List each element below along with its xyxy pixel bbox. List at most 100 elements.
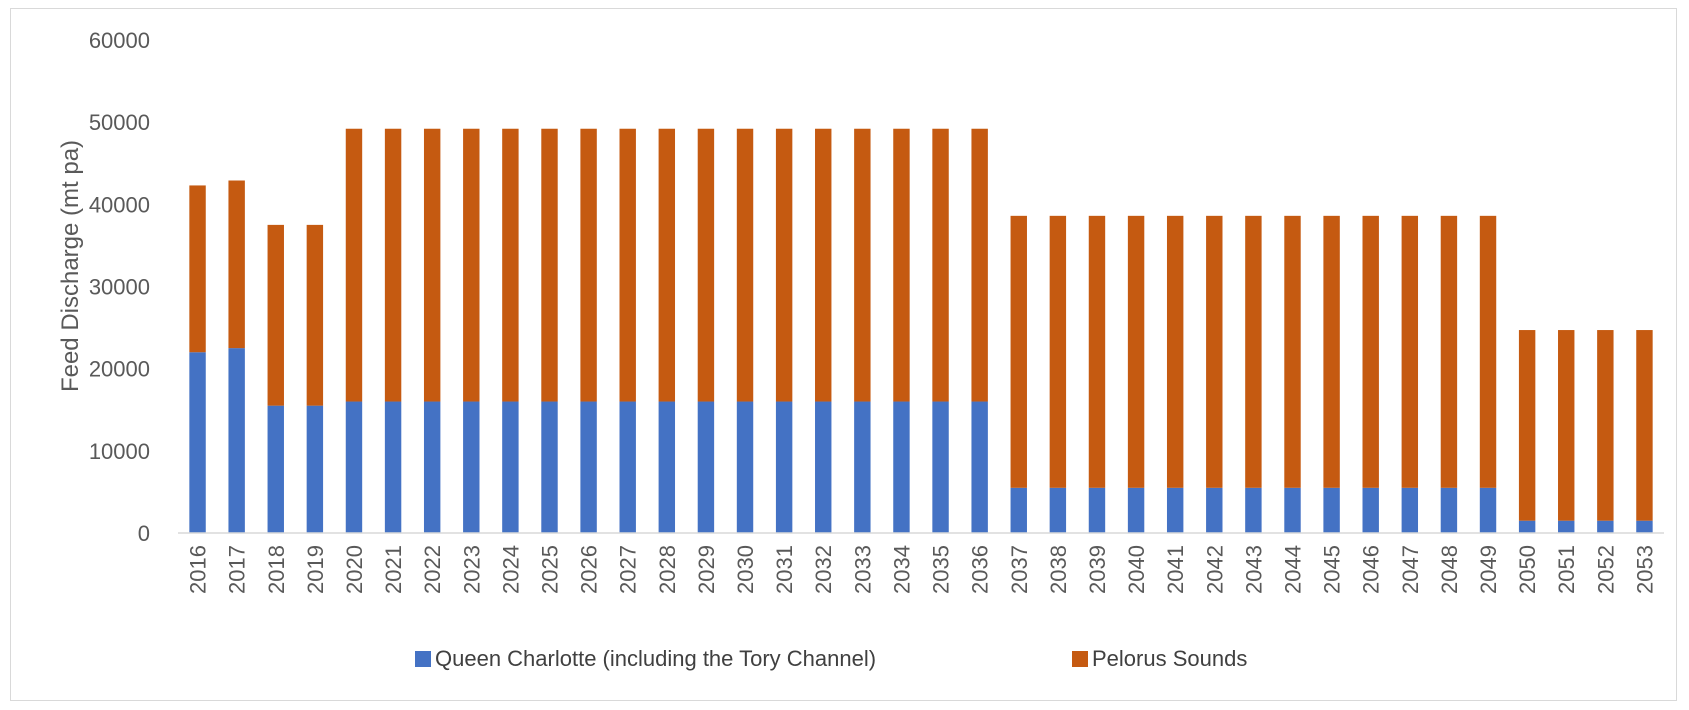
bar-queen-charlotte-2032	[815, 401, 832, 533]
x-tick-label: 2029	[694, 545, 719, 594]
y-tick-label: 60000	[89, 28, 150, 53]
bar-queen-charlotte-2029	[697, 401, 715, 533]
bar-queen-charlotte-2017	[228, 348, 245, 534]
y-axis-title-group: Feed Discharge (mt pa)	[57, 140, 84, 392]
chart-frame	[10, 8, 1677, 701]
legend-swatch	[415, 651, 431, 667]
bar-pelorus-sounds-2018	[267, 224, 284, 406]
bar-queen-charlotte-2041	[1166, 487, 1184, 533]
bar-queen-charlotte-2050	[1518, 520, 1536, 533]
bar-queen-charlotte-2026	[580, 401, 597, 533]
x-tick-label: 2017	[225, 545, 250, 594]
bar-queen-charlotte-2034	[893, 401, 910, 533]
bar-queen-charlotte-2021	[384, 401, 402, 533]
bar-queen-charlotte-2028	[658, 401, 676, 533]
bar-pelorus-sounds-2027	[619, 128, 636, 402]
x-axis-ticks: 2016 2017 2018 2019 2020 2021 2022 2023 2024 2025…	[186, 545, 1658, 594]
bar-queen-charlotte-2036	[971, 401, 988, 533]
x-tick-label: 2049	[1476, 545, 1501, 594]
y-tick-label: 0	[138, 521, 150, 546]
bar-queen-charlotte-2022	[423, 401, 441, 533]
bar-queen-charlotte-2045	[1323, 487, 1340, 533]
x-tick-label: 2016	[186, 545, 211, 594]
x-tick-label: 2022	[420, 545, 445, 594]
x-tick-label: 2053	[1632, 545, 1657, 594]
y-axis-ticks: 0 10000 20000 30000 40000 50000 60000	[89, 28, 150, 546]
bar-pelorus-sounds-2045	[1323, 215, 1340, 488]
bar-pelorus-sounds-2025	[541, 128, 558, 402]
bar-pelorus-sounds-2031	[775, 128, 793, 402]
y-tick-label: 40000	[89, 192, 150, 217]
bar-pelorus-sounds-2053	[1636, 330, 1653, 521]
legend-swatch	[1072, 651, 1088, 667]
legend: Queen Charlotte (including the Tory Chan…	[415, 646, 1247, 671]
bar-pelorus-sounds-2042	[1206, 215, 1223, 488]
x-tick-label: 2020	[342, 545, 367, 594]
x-tick-label: 2024	[498, 545, 523, 594]
x-tick-label: 2040	[1124, 545, 1149, 594]
bar-pelorus-sounds-2049	[1479, 215, 1497, 488]
bar-queen-charlotte-2044	[1284, 487, 1301, 533]
x-tick-label: 2041	[1163, 545, 1188, 594]
bar-queen-charlotte-2048	[1440, 487, 1458, 533]
bar-pelorus-sounds-2044	[1284, 215, 1301, 488]
bar-series	[189, 128, 1653, 534]
bar-queen-charlotte-2027	[619, 401, 636, 533]
bar-queen-charlotte-2033	[854, 401, 871, 533]
x-tick-label: 2035	[929, 545, 954, 594]
bar-pelorus-sounds-2017	[228, 180, 245, 349]
x-tick-label: 2039	[1085, 545, 1110, 594]
bar-pelorus-sounds-2019	[306, 224, 324, 406]
bar-pelorus-sounds-2021	[384, 128, 402, 402]
bar-pelorus-sounds-2038	[1049, 215, 1067, 488]
legend-label: Pelorus Sounds	[1092, 646, 1247, 671]
legend-item-queen-charlotte: Queen Charlotte (including the Tory Chan…	[415, 646, 876, 671]
bar-queen-charlotte-2053	[1636, 520, 1653, 533]
bar-queen-charlotte-2018	[267, 405, 284, 533]
x-tick-label: 2037	[1007, 545, 1032, 594]
bar-queen-charlotte-2043	[1245, 487, 1262, 533]
x-tick-label: 2050	[1515, 545, 1540, 594]
bar-queen-charlotte-2016	[189, 352, 206, 533]
bar-pelorus-sounds-2036	[971, 128, 988, 402]
bar-pelorus-sounds-2029	[697, 128, 715, 402]
bar-pelorus-sounds-2033	[854, 128, 871, 402]
bar-queen-charlotte-2042	[1206, 487, 1223, 533]
legend-item-pelorus-sounds: Pelorus Sounds	[1072, 646, 1247, 671]
bar-pelorus-sounds-2034	[893, 128, 910, 402]
x-tick-label: 2033	[850, 545, 875, 594]
bar-pelorus-sounds-2023	[463, 128, 480, 402]
bar-pelorus-sounds-2030	[736, 128, 754, 402]
bar-queen-charlotte-2038	[1049, 487, 1067, 533]
x-tick-label: 2045	[1320, 545, 1345, 594]
bar-queen-charlotte-2046	[1362, 487, 1379, 533]
bar-pelorus-sounds-2028	[658, 128, 676, 402]
bar-pelorus-sounds-2037	[1010, 215, 1027, 488]
x-tick-label: 2034	[889, 545, 914, 594]
x-tick-label: 2044	[1281, 545, 1306, 594]
bar-queen-charlotte-2024	[502, 401, 519, 533]
x-tick-label: 2038	[1046, 545, 1071, 594]
bar-pelorus-sounds-2035	[932, 128, 949, 402]
x-tick-label: 2043	[1241, 545, 1266, 594]
x-tick-label: 2036	[968, 545, 993, 594]
x-tick-label: 2025	[538, 545, 563, 594]
y-tick-label: 30000	[89, 275, 150, 300]
y-tick-label: 10000	[89, 439, 150, 464]
bar-pelorus-sounds-2043	[1245, 215, 1262, 488]
x-tick-label: 2032	[811, 545, 836, 594]
bar-pelorus-sounds-2032	[815, 128, 832, 402]
x-tick-label: 2030	[733, 545, 758, 594]
bar-pelorus-sounds-2051	[1558, 330, 1575, 521]
x-tick-label: 2031	[772, 545, 797, 594]
bar-queen-charlotte-2039	[1088, 487, 1106, 533]
x-tick-label: 2052	[1593, 545, 1618, 594]
y-axis-title: Feed Discharge (mt pa)	[57, 140, 84, 392]
x-tick-label: 2019	[303, 545, 328, 594]
bar-pelorus-sounds-2048	[1440, 215, 1458, 488]
bar-queen-charlotte-2025	[541, 401, 558, 533]
x-tick-label: 2046	[1359, 545, 1384, 594]
bar-queen-charlotte-2019	[306, 405, 324, 533]
bar-queen-charlotte-2023	[463, 401, 480, 533]
